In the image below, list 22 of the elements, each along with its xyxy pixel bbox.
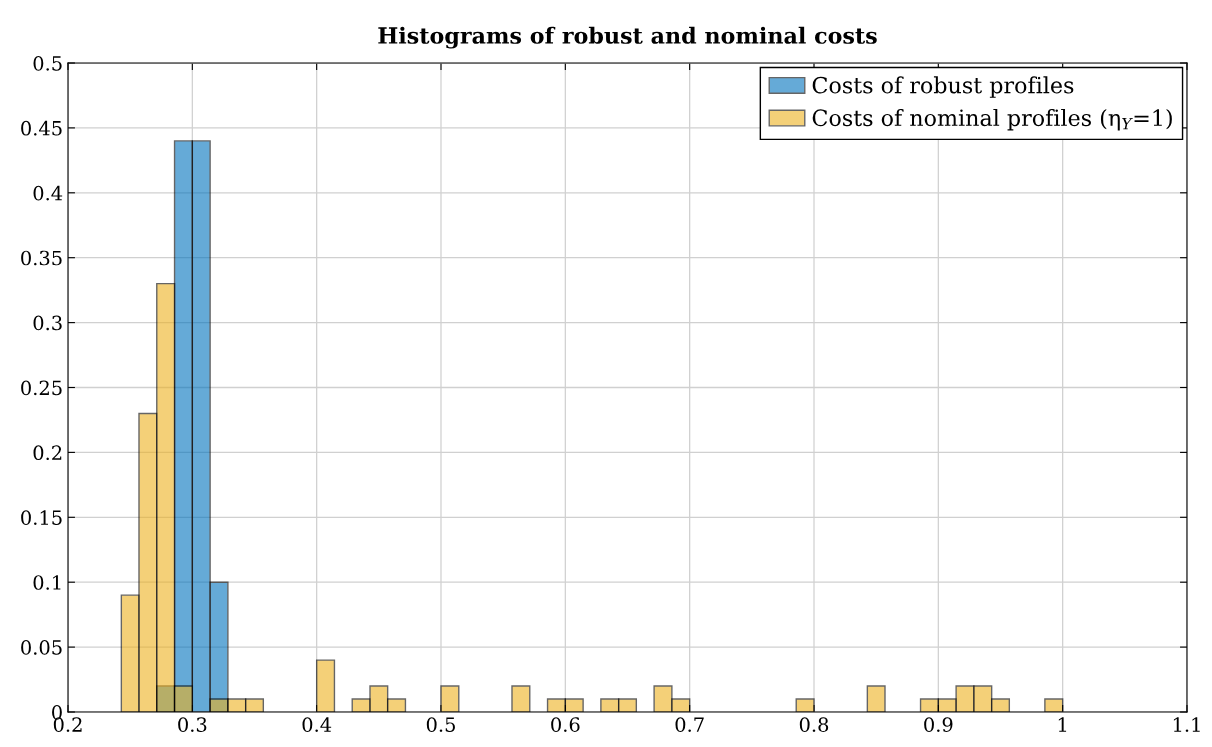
x-tick-label: 0.4	[302, 717, 332, 732]
y-tick-label: 0.25	[21, 380, 62, 396]
x-tick-label: 0.9	[924, 717, 953, 732]
y-tick-label: 0.5	[33, 55, 62, 71]
y-tick-label: 0.35	[21, 250, 62, 266]
x-tick-label: 0.7	[675, 717, 704, 732]
x-tick-label: 0.3	[178, 717, 207, 732]
y-tick-label: 0.15	[21, 510, 62, 525]
y-tick-label: 0.45	[21, 120, 62, 136]
y-tick-label: 0.2	[33, 445, 62, 461]
x-tick-label: 0.5	[426, 717, 455, 732]
y-tick-label: 0.1	[33, 575, 61, 590]
y-tick-label: 0.3	[33, 315, 62, 331]
y-tick-label: 0.4	[33, 185, 63, 201]
x-tick-label: 1	[1058, 717, 1067, 732]
x-tick-label: 0.6	[551, 717, 580, 732]
chart-title: Histograms of robust and nominal costs	[378, 26, 877, 49]
legend-label: Costs of robust profiles	[812, 76, 1074, 98]
x-tick-label: 1.1	[1173, 717, 1200, 732]
legend-label: Costs of nominal profiles (η$_{Y}$=1)	[812, 108, 1172, 131]
x-tick-label: 0.8	[799, 717, 829, 732]
y-tick-label: 0.05	[21, 640, 62, 655]
